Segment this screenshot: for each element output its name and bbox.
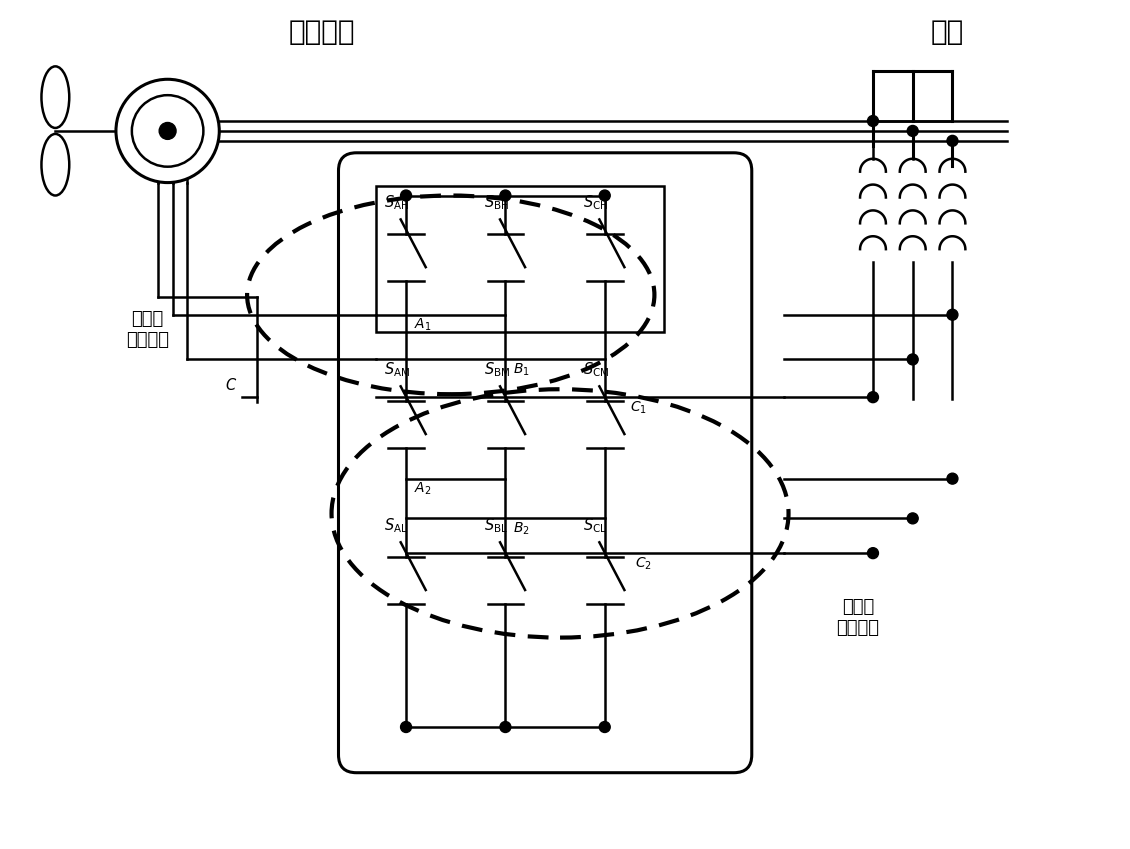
Circle shape [907,354,919,365]
Text: $B_{\it 2}$: $B_{\it 2}$ [513,520,530,537]
Text: $S_{\rm AL}$: $S_{\rm AL}$ [384,516,408,535]
Text: 转子侧
（机侧）: 转子侧 （机侧） [127,310,170,349]
Text: 双馈风机: 双馈风机 [288,18,355,46]
Circle shape [868,115,878,127]
Text: $C_{\it 1}$: $C_{\it 1}$ [629,399,646,415]
Text: $C_{\it 2}$: $C_{\it 2}$ [635,555,652,571]
Circle shape [599,190,610,201]
FancyBboxPatch shape [339,153,751,773]
Text: $S_{\rm BL}$: $S_{\rm BL}$ [484,516,507,535]
Text: $S_{\rm CL}$: $S_{\rm CL}$ [583,516,607,535]
Circle shape [599,722,610,733]
Circle shape [907,513,919,524]
Circle shape [400,190,411,201]
Text: $S_{\rm BH}$: $S_{\rm BH}$ [484,194,508,212]
Circle shape [868,391,878,402]
Circle shape [868,548,878,559]
Text: $B_{\it 1}$: $B_{\it 1}$ [513,362,530,378]
Circle shape [159,122,176,139]
Text: $A_{\it 1}$: $A_{\it 1}$ [414,317,432,333]
Text: $S_{\rm AH}$: $S_{\rm AH}$ [384,194,409,212]
Ellipse shape [42,134,69,195]
Text: 电网: 电网 [931,18,964,46]
Circle shape [400,722,411,733]
Text: 定子侧
（网侧）: 定子侧 （网侧） [836,599,879,637]
Circle shape [499,190,511,201]
Circle shape [907,126,919,137]
Text: $S_{\rm CH}$: $S_{\rm CH}$ [583,194,608,212]
Text: $S_{\rm CM}$: $S_{\rm CM}$ [583,360,609,379]
Ellipse shape [42,66,69,128]
Text: $C$: $C$ [225,377,237,393]
Circle shape [499,722,511,733]
Text: $S_{\rm BM}$: $S_{\rm BM}$ [484,360,510,379]
Circle shape [116,79,219,183]
Text: $S_{\rm AM}$: $S_{\rm AM}$ [384,360,410,379]
Text: $A_{\it 2}$: $A_{\it 2}$ [414,481,432,497]
Circle shape [132,95,203,166]
Circle shape [947,309,958,320]
Bar [376,186,664,332]
Circle shape [947,473,958,484]
Circle shape [947,135,958,146]
